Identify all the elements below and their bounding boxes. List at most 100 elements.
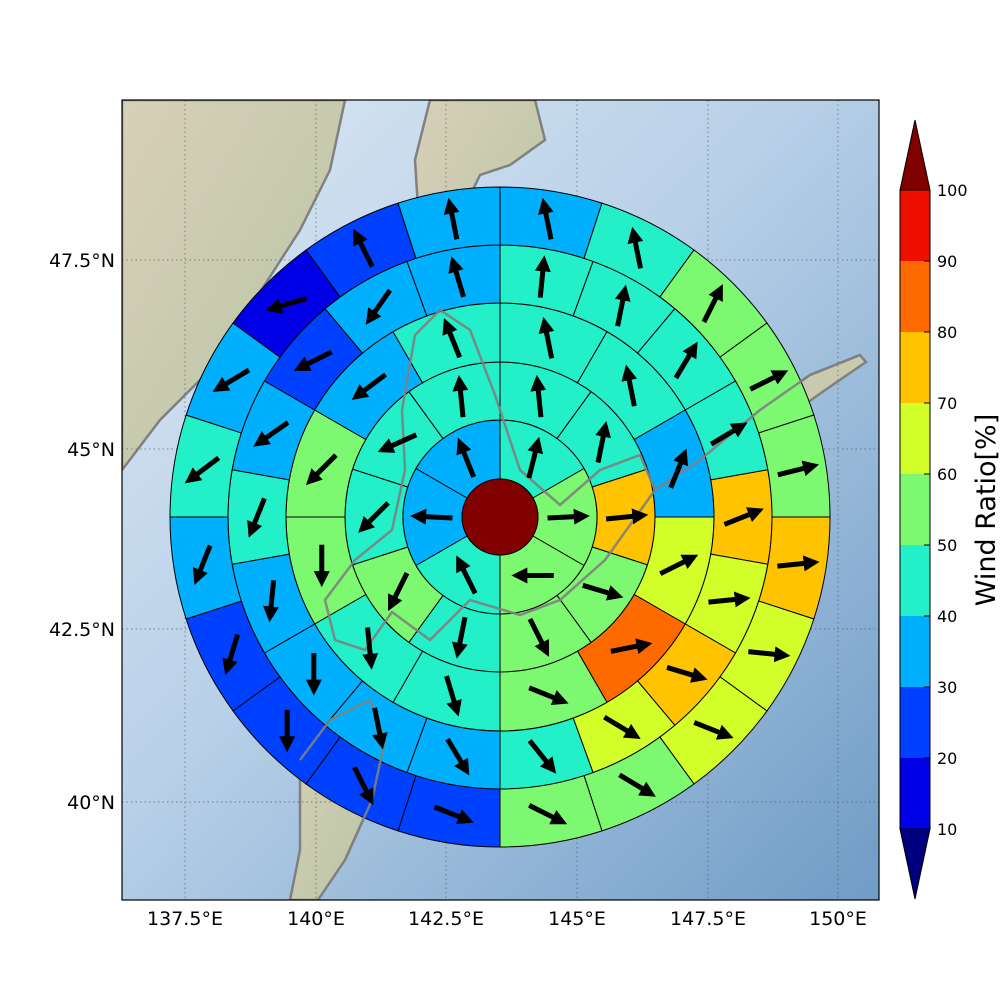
- map-frame: [121, 99, 880, 901]
- colorbar-level: [900, 403, 930, 474]
- wind-arrow: [358, 501, 390, 533]
- wind-arrow: [445, 737, 470, 776]
- wind-arrow: [582, 582, 624, 601]
- wind-arrow: [448, 256, 466, 298]
- wind-arrow: [444, 675, 462, 717]
- wind-arrow: [442, 317, 462, 359]
- colorbar-level: [900, 545, 930, 616]
- wind-arrow: [627, 226, 644, 269]
- wind-arrow: [603, 715, 641, 739]
- colorbar-levels: [900, 190, 930, 829]
- wind-arrow: [192, 544, 213, 585]
- sector-cell: [397, 186, 501, 259]
- wind-arrow: [352, 766, 374, 806]
- wind-arrow: [693, 720, 734, 740]
- wind-arrow: [547, 508, 590, 525]
- lon-tick-label: 145°E: [548, 908, 606, 930]
- lon-tick-label: 147.5°E: [670, 908, 746, 930]
- wind-arrow: [610, 638, 653, 655]
- coastline-kurils: [654, 353, 861, 492]
- wind-arrow: [777, 555, 820, 572]
- wind-arrow: [451, 616, 468, 659]
- arrow-layer: [184, 197, 820, 825]
- colorbar-level: [900, 190, 930, 261]
- wind-arrow: [618, 772, 656, 797]
- lat-tick-label: 42.5°N: [49, 619, 115, 641]
- wind-arrow: [538, 316, 555, 359]
- lat-tick-labels: 47.5°N 45°N 42.5°N 40°N: [49, 250, 115, 814]
- colorbar-tick-label: 80: [937, 323, 957, 342]
- colorbar-tick-label: 30: [937, 678, 957, 697]
- wind-arrow: [666, 665, 708, 683]
- wind-arrow: [614, 284, 631, 327]
- colorbar-tick-label: 90: [937, 252, 957, 271]
- wind-arrow: [410, 508, 453, 525]
- wind-arrow: [530, 374, 547, 418]
- colorbar-tick-label: 40: [937, 607, 957, 626]
- colorbar-level: [900, 616, 930, 687]
- wind-arrow: [388, 572, 410, 612]
- wind-arrow: [353, 228, 375, 268]
- colorbar-level: [900, 687, 930, 758]
- wind-arrow: [621, 364, 638, 407]
- wind-arrow: [527, 617, 549, 657]
- colorbar-level: [900, 261, 930, 332]
- colorbar: 10 20 30 40 50 60 70 80 90 100 Wind Ratio[%]: [899, 119, 1000, 900]
- wind-arrow: [443, 197, 460, 240]
- wind-arrow: [748, 646, 791, 663]
- wind-arrow: [377, 432, 418, 453]
- lon-tick-label: 140°E: [287, 908, 345, 930]
- wind-arrow: [362, 627, 379, 670]
- wind-arrow: [305, 453, 338, 486]
- colorbar-level: [900, 474, 930, 545]
- wind-arrow: [526, 436, 544, 479]
- wind-arrow: [668, 448, 689, 489]
- colorbar-tick-label: 20: [937, 749, 957, 768]
- colorbar-over-triangle: [899, 119, 931, 191]
- wind-arrow: [253, 420, 290, 447]
- lon-tick-label: 150°E: [809, 908, 867, 930]
- lon-tick-labels: 137.5°E 140°E 142.5°E 145°E 147.5°E 150°…: [147, 908, 867, 930]
- colorbar-frame: [899, 189, 931, 830]
- wind-arrow: [605, 508, 649, 525]
- wind-arrow: [659, 554, 699, 576]
- wind-arrow: [265, 296, 308, 314]
- wind-arrow: [534, 255, 551, 298]
- lat-tick-label: 47.5°N: [49, 250, 115, 272]
- wind-arrow: [709, 422, 748, 447]
- wind-arrow: [184, 455, 221, 484]
- wind-arrow: [456, 437, 476, 479]
- colorbar-under-triangle: [899, 828, 931, 900]
- wind-arrow: [371, 707, 388, 750]
- colorbar-tick-label: 60: [937, 465, 957, 484]
- lat-tick-label: 45°N: [67, 439, 115, 461]
- center-disk: [461, 478, 539, 556]
- colorbar-ticks: 10 20 30 40 50 60 70 80 90 100: [924, 181, 968, 839]
- lat-tick-label: 40°N: [67, 792, 115, 814]
- wind-arrow: [452, 374, 469, 418]
- wind-arrow: [433, 804, 474, 825]
- colorbar-tick-label: 100: [937, 181, 968, 200]
- wind-arrow: [528, 685, 569, 706]
- wind-arrow: [595, 420, 612, 464]
- wind-arrow: [212, 367, 251, 392]
- wind-arrow: [749, 370, 789, 392]
- wind-arrow: [673, 341, 698, 380]
- colorbar-level: [900, 332, 930, 403]
- wind-arrow: [723, 507, 764, 527]
- colorbar-tick-label: 10: [937, 820, 957, 839]
- colorbar-level: [900, 758, 930, 829]
- wind-arrow: [528, 803, 568, 825]
- wind-arrow: [777, 460, 820, 478]
- colorbar-tick-label: 50: [937, 536, 957, 555]
- wind-arrow: [351, 372, 388, 400]
- lon-tick-label: 137.5°E: [147, 908, 223, 930]
- lon-tick-label: 142.5°E: [408, 908, 484, 930]
- wind-arrow: [222, 633, 240, 676]
- wind-arrow: [263, 579, 279, 623]
- coastline-hokkaido: [323, 308, 657, 652]
- wind-arrow: [456, 555, 478, 595]
- wind-arrow: [527, 739, 557, 774]
- wind-arrow: [247, 497, 267, 538]
